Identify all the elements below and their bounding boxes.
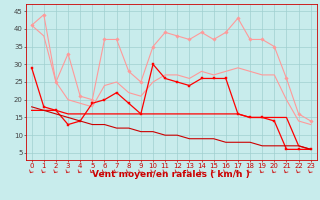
X-axis label: Vent moyen/en rafales ( km/h ): Vent moyen/en rafales ( km/h ) bbox=[92, 170, 250, 179]
